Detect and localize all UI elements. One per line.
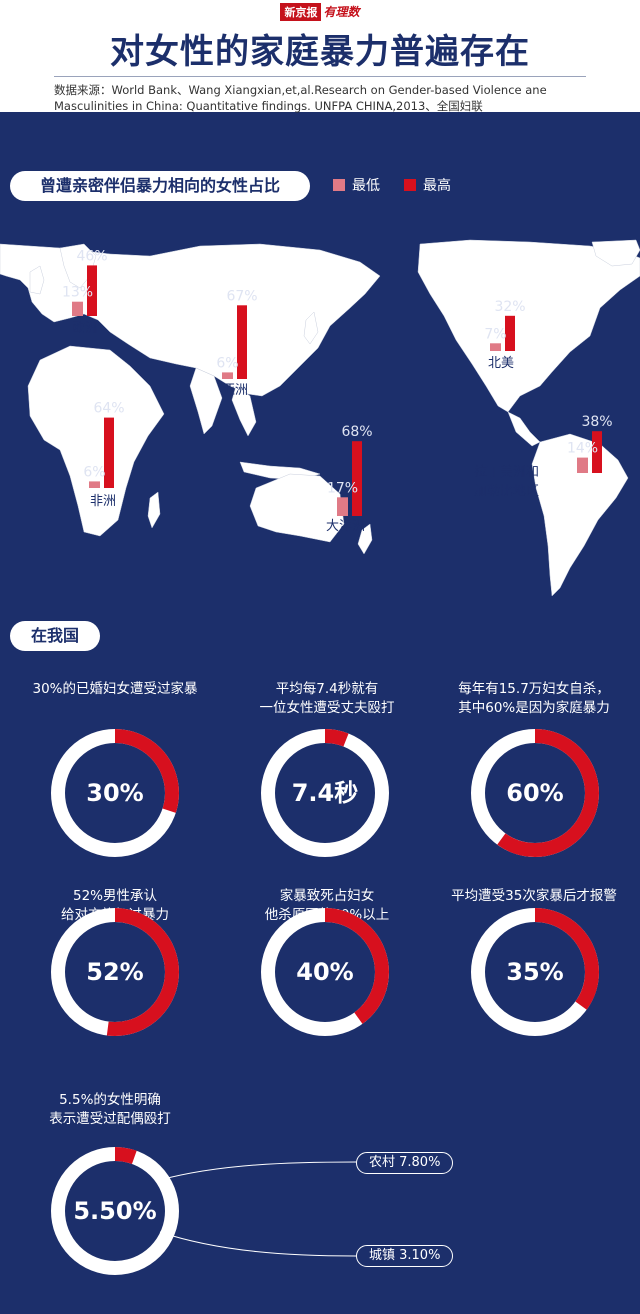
stat-7-caption-line1: 5.5%的女性明确 (59, 1092, 161, 1108)
label-high-europe: 46% (76, 248, 107, 264)
donut-3 (470, 728, 600, 858)
donut-4-value: 52% (86, 958, 144, 986)
stat-4-caption-line1: 52%男性承认 (72, 888, 157, 904)
china-section-title: 在我国 (10, 621, 100, 651)
donut-4 (50, 907, 180, 1037)
britain (29, 265, 45, 295)
bar-low-asia (222, 372, 233, 379)
label-africa: 非洲 (90, 494, 116, 509)
label-low-north-america: 7% (484, 326, 506, 342)
data-source: 数据来源：World Bank、Wang Xiangxian,et,al.Res… (54, 83, 547, 113)
donut-5 (260, 907, 390, 1037)
australia (249, 473, 345, 543)
donut-2 (260, 728, 390, 858)
stat-1-caption: 30%的已婚妇女遭受过家暴 (10, 680, 220, 699)
brand-logo: 新京报 有理数 (0, 1, 640, 21)
central-america (507, 411, 541, 447)
label-low-latin-america: 14% (567, 441, 598, 457)
stat-2-caption-line2: 一位女性遭受丈夫殴打 (259, 700, 395, 716)
bar-low-europe (72, 301, 83, 316)
stat-2-caption-line1: 平均每7.4秒就有 (275, 681, 379, 697)
rural-tag: 农村 7.80% (356, 1152, 454, 1174)
southeast-asia (231, 385, 257, 437)
connector-lines (159, 1161, 357, 1257)
stat-5-caption-line1: 家暴致死占妇女 (279, 888, 375, 904)
label-latin-america-1: 拉丁美洲和 (474, 465, 539, 480)
label-low-africa: 6% (83, 464, 105, 480)
donut-arc (51, 908, 179, 1036)
label-low-asia: 6% (216, 355, 238, 371)
donut-5-value: 40% (296, 958, 354, 986)
bar-high-latin-america (592, 431, 602, 473)
south-america (531, 433, 629, 597)
stat-7-caption-line2: 表示遭受过配偶殴打 (49, 1111, 171, 1127)
label-low-europe: 13% (62, 285, 93, 301)
stat-3-caption-line1: 每年有15.7万妇女自杀， (458, 681, 610, 697)
africa (27, 345, 165, 537)
title-divider (54, 76, 586, 77)
urban-tag: 城镇 3.10% (356, 1245, 454, 1267)
label-europe: 欧洲 (72, 321, 98, 336)
brand-name: 新京报 (280, 3, 322, 21)
donut-arc (261, 908, 389, 1036)
rural-connector (159, 1161, 357, 1181)
bar-high-africa (104, 417, 114, 488)
bar-high-asia (237, 305, 247, 379)
legend-high-swatch (404, 179, 416, 191)
label-low-oceania: 17% (327, 480, 358, 496)
donut-6 (470, 907, 600, 1037)
bar-low-africa (89, 481, 100, 488)
label-latin-america-2: 加勒比地区 (474, 484, 539, 499)
japan (303, 311, 319, 345)
world-map: 欧洲 亚洲 非洲 北美 大洋洲 拉丁美洲和 加勒比地区 13% 46% 6% 67% 6… (0, 239, 640, 597)
donut-7 (50, 1146, 180, 1276)
urban-connector (159, 1231, 357, 1257)
page-title: 对女性的家庭暴力普遍存在 (110, 32, 530, 72)
stat-6-caption-line2: 平均遭受35次家暴后才报警 (451, 888, 617, 904)
donut-arc (261, 729, 389, 857)
bar-low-latin-america (577, 457, 588, 473)
map-section-title: 曾遭亲密伴侣暴力相向的女性占比 (10, 171, 310, 201)
brand-sub: 有理数 (323, 5, 360, 19)
greenland (591, 239, 640, 267)
donut-3-value: 60% (506, 779, 564, 807)
stat-3-caption-line2: 其中60%是因为家庭暴力 (458, 700, 610, 716)
legend-low-swatch (333, 179, 345, 191)
donut-arc (471, 908, 599, 1036)
donut-6-value: 35% (506, 958, 564, 986)
new-zealand (357, 523, 373, 555)
label-oceania: 大洋洲 (326, 519, 365, 534)
madagascar (147, 491, 161, 529)
india (189, 367, 223, 435)
stat-1-caption-line2: 30%的已婚妇女遭受过家暴 (32, 681, 198, 697)
donut-arc (51, 1147, 179, 1275)
donut-1 (50, 728, 180, 858)
label-asia: 亚洲 (222, 383, 248, 398)
donut-2-value: 7.4秒 (291, 779, 359, 807)
label-high-latin-america: 38% (581, 414, 612, 430)
bar-high-north-america (505, 315, 515, 351)
donut-arc (471, 729, 599, 857)
map-bars: 13% 46% 6% 67% 6% 64% 7% 32% 17% 68% 14% 38% (62, 248, 613, 516)
donut-1-value: 30% (86, 779, 144, 807)
legend-low-label: 最低 (352, 178, 380, 194)
stat-6-caption: 平均遭受35次家暴后才报警 (428, 887, 640, 906)
label-high-africa: 64% (93, 401, 124, 417)
stat-7-caption: 5.5%的女性明确 表示遭受过配偶殴打 (10, 1091, 210, 1129)
bar-high-europe (87, 265, 97, 316)
label-high-asia: 67% (226, 288, 257, 304)
bar-high-oceania (352, 441, 362, 516)
bar-low-oceania (337, 497, 348, 516)
north-america (417, 239, 640, 413)
stat-2-caption: 平均每7.4秒就有 一位女性遭受丈夫殴打 (222, 680, 432, 718)
label-north-america: 北美 (488, 356, 514, 371)
stat-3-caption: 每年有15.7万妇女自杀， 其中60%是因为家庭暴力 (428, 680, 640, 718)
label-high-oceania: 68% (341, 424, 372, 440)
donut-arc (51, 729, 179, 857)
bar-low-north-america (490, 343, 501, 351)
donut-7-value: 5.50% (73, 1197, 157, 1225)
label-high-north-america: 32% (494, 299, 525, 315)
legend-high-label: 最高 (423, 178, 451, 194)
